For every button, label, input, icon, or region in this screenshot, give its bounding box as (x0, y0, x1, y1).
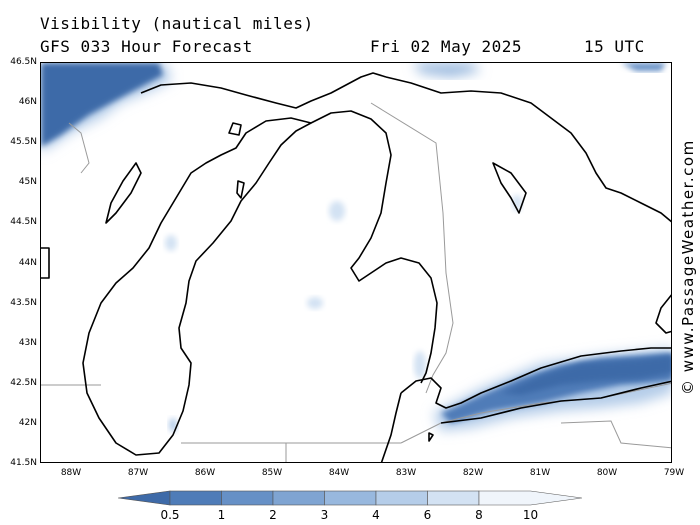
lon-tick-label: 79W (663, 468, 685, 478)
colorbar-label: 0.5 (160, 508, 180, 522)
lon-tick-label: 81W (529, 468, 551, 478)
model-run-label: GFS 033 Hour Forecast (40, 37, 253, 56)
colorbar-segment (169, 490, 222, 506)
lat-tick-label: 43N (18, 337, 37, 348)
lon-tick-label: 85W (261, 468, 283, 478)
chart-title: Visibility (nautical miles) (40, 14, 314, 33)
forecast-date: Fri 02 May 2025 (370, 37, 522, 56)
lat-tick-label: 46N (18, 97, 37, 108)
lat-tick-label: 42.5N (10, 377, 37, 388)
visibility-map (40, 62, 672, 463)
lat-tick-label: 45.5N (10, 137, 37, 148)
forecast-time: 15 UTC (584, 37, 645, 56)
lon-tick-label: 87W (127, 468, 149, 478)
colorbar-label: 8 (475, 508, 483, 522)
colorbar-segment (427, 490, 480, 506)
lat-tick-label: 46.5N (10, 57, 37, 67)
colorbar-segment (324, 490, 377, 506)
map-canvas (41, 63, 671, 462)
colorbar-segment (272, 490, 325, 506)
colorbar-label: 4 (372, 508, 380, 522)
lon-tick-label: 80W (596, 468, 618, 478)
lat-tick-label: 44N (18, 257, 37, 268)
lon-tick-label: 82W (462, 468, 484, 478)
lon-tick-label: 83W (395, 468, 417, 478)
colorbar-segment (375, 490, 428, 506)
lat-tick-label: 41.5N (10, 458, 37, 468)
colorbar-label: 2 (269, 508, 277, 522)
lat-tick-label: 42N (18, 417, 37, 428)
lat-tick-label: 44.5N (10, 217, 37, 228)
lon-tick-label: 88W (60, 468, 82, 478)
colorbar-label: 3 (320, 508, 329, 522)
visibility-shading (41, 63, 671, 432)
colorbar-segment (221, 490, 274, 506)
state-borders (41, 102, 671, 462)
lat-tick-label: 45N (18, 177, 37, 188)
colorbar-label: 1 (217, 508, 226, 522)
colorbar-segment (118, 490, 171, 506)
colorbar-label: 10 (522, 508, 539, 522)
lon-tick-label: 86W (194, 468, 216, 478)
coastlines (41, 72, 671, 462)
credit-watermark: © www.PassageWeather.com (679, 139, 697, 395)
lat-tick-label: 43.5N (10, 297, 37, 308)
colorbar-segment (478, 490, 582, 506)
visibility-colorbar (118, 490, 582, 506)
lon-tick-label: 84W (328, 468, 350, 478)
colorbar-label: 6 (423, 508, 432, 522)
